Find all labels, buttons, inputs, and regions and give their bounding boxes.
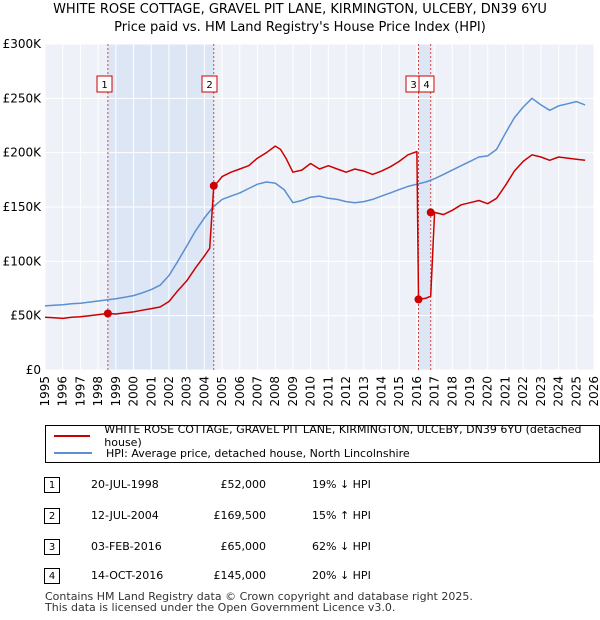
footer-copyright: Contains HM Land Registry data © Crown c… [45, 590, 473, 603]
sale-hpi-diff: 20% ↓ HPI [312, 569, 371, 582]
x-tick-label: 2013 [357, 376, 371, 407]
x-tick-label: 2019 [463, 376, 477, 407]
x-tick-label: 1996 [56, 376, 70, 407]
x-tick-label: 2011 [321, 376, 335, 407]
x-tick-label: 2018 [445, 376, 459, 407]
y-tick-label: £300K [3, 37, 43, 51]
sale-price: £145,000 [213, 569, 267, 582]
y-tick-label: £150K [3, 200, 43, 214]
transaction-label-text: 1 [101, 80, 107, 91]
transaction-label-text: 4 [423, 80, 429, 91]
y-tick-label: £250K [3, 91, 43, 105]
x-tick-label: 2023 [534, 376, 548, 407]
x-tick-label: 2006 [233, 376, 247, 407]
sale-number-badge: 3 [44, 539, 60, 555]
transaction-label-frame [418, 75, 435, 93]
table-row: 4 14-OCT-2016 £145,000 20% ↓ HPI [0, 567, 600, 587]
x-tick-label: 2020 [481, 376, 495, 407]
table-row: 3 03-FEB-2016 £65,000 62% ↓ HPI [0, 538, 600, 558]
footer-licence: This data is licensed under the Open Gov… [45, 601, 396, 614]
legend-label-hpi: HPI: Average price, detached house, Nort… [106, 446, 410, 460]
transaction-label-box: 2 [201, 75, 218, 93]
transaction-point [103, 309, 112, 318]
legend-swatch-property [54, 435, 91, 437]
x-tick-label: 2000 [127, 376, 141, 407]
legend-item-property: WHITE ROSE COTTAGE, GRAVEL PIT LANE, KIR… [54, 423, 599, 449]
x-tick-label: 2017 [428, 376, 442, 407]
x-tick-label: 2010 [304, 376, 318, 407]
x-tick-label: 2004 [197, 376, 211, 407]
sale-number-badge: 4 [44, 568, 60, 584]
transaction-label-box: 4 [418, 75, 435, 93]
sale-hpi-diff: 19% ↓ HPI [312, 478, 371, 491]
table-row: 2 12-JUL-2004 £169,500 15% ↑ HPI [0, 507, 600, 527]
hpi-series-line [44, 97, 586, 307]
x-tick-label: 2002 [162, 376, 176, 407]
x-tick-label: 2025 [569, 376, 583, 407]
transaction-point [426, 208, 435, 217]
transaction-label-text: 3 [410, 80, 416, 91]
y-tick-label: £100K [3, 254, 43, 268]
x-tick-label: 2003 [180, 376, 194, 407]
transaction-label-box: 1 [96, 75, 113, 93]
x-tick-label: 2024 [552, 376, 566, 407]
transaction-label-text: 2 [206, 80, 212, 91]
legend-swatch-hpi [54, 452, 92, 454]
x-tick-label: 2001 [144, 376, 158, 407]
y-tick-label: £50K [10, 309, 42, 323]
transaction-point [414, 295, 423, 304]
sale-price: £52,000 [220, 478, 267, 491]
x-tick-label: 2012 [339, 376, 353, 407]
sale-number-badge: 1 [44, 477, 60, 493]
x-tick-label: 1998 [91, 376, 105, 407]
x-tick-label: 2022 [516, 376, 530, 407]
legend-item-hpi: HPI: Average price, detached house, Nort… [54, 445, 410, 461]
property-series-line [44, 145, 586, 320]
y-tick-label: £200K [3, 146, 43, 160]
sale-date: 03-FEB-2016 [91, 540, 162, 553]
x-tick-label: 2009 [286, 376, 300, 407]
sale-number-badge: 2 [44, 508, 60, 524]
x-tick-label: 2026 [587, 376, 600, 407]
sale-price: £169,500 [213, 509, 267, 522]
transaction-label-frame [201, 75, 218, 93]
chart-title-line-2: Price paid vs. HM Land Registry's House … [114, 20, 486, 35]
x-tick-label: 2008 [268, 376, 282, 407]
sale-date: 14-OCT-2016 [91, 569, 164, 582]
x-tick-label: 2016 [410, 376, 424, 407]
legend-label-property: WHITE ROSE COTTAGE, GRAVEL PIT LANE, KIR… [104, 423, 582, 449]
x-tick-label: 2015 [392, 376, 406, 407]
x-tick-label: 1995 [38, 376, 52, 407]
sale-hpi-diff: 15% ↑ HPI [312, 509, 371, 522]
sale-date: 12-JUL-2004 [91, 509, 159, 522]
x-tick-label: 2007 [251, 376, 265, 407]
x-tick-label: 2021 [498, 376, 512, 407]
transaction-point [209, 181, 218, 190]
chart-title-line-1: WHITE ROSE COTTAGE, GRAVEL PIT LANE, KIR… [53, 2, 547, 17]
sale-hpi-diff: 62% ↓ HPI [312, 540, 371, 553]
table-row: 1 20-JUL-1998 £52,000 19% ↓ HPI [0, 476, 600, 496]
x-tick-label: 2014 [374, 376, 388, 407]
sale-date: 20-JUL-1998 [91, 478, 159, 491]
sale-price: £65,000 [220, 540, 267, 553]
x-tick-label: 1997 [73, 376, 87, 407]
x-tick-label: 2005 [215, 376, 229, 407]
x-tick-label: 1999 [109, 376, 123, 407]
transaction-label-frame [96, 75, 113, 93]
price-chart: 1 2 3 4 £0 £50K £100K £150K £200K £250K £300K 1995 1… [3, 37, 600, 407]
y-tick-label: £0 [26, 363, 41, 377]
legend: WHITE ROSE COTTAGE, GRAVEL PIT LANE, KIR… [45, 423, 600, 463]
